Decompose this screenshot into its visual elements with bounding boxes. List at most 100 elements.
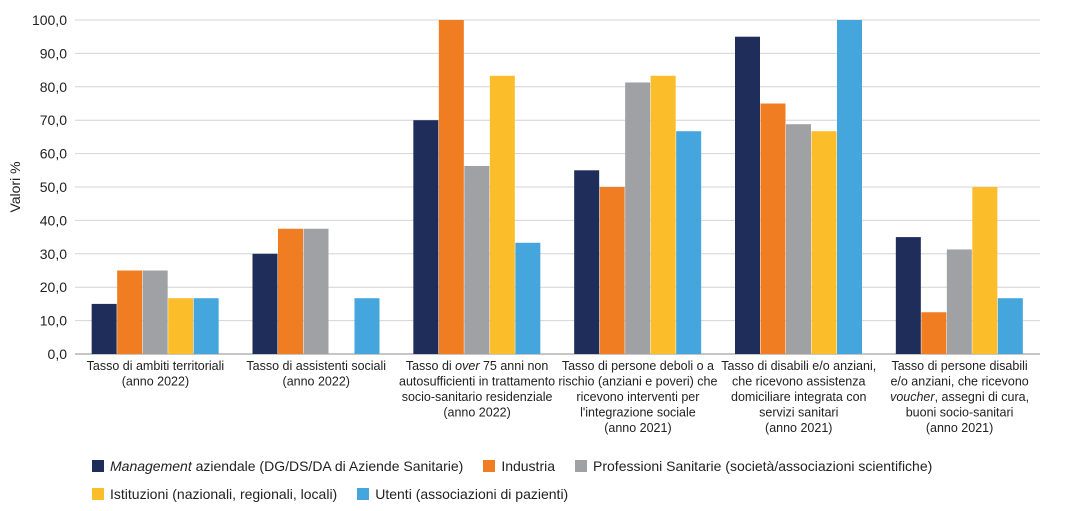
- legend-row-2: Istituzioni (nazionali, regionali, local…: [92, 483, 1052, 505]
- x-tick-label-part: l'integrazione sociale: [580, 406, 696, 420]
- bar: [193, 298, 219, 354]
- y-tick-label: 80,0: [40, 79, 67, 95]
- bar: [464, 165, 490, 354]
- legend-item-utenti: Utenti (associazioni di pazienti): [357, 486, 568, 502]
- y-tick-label: 70,0: [40, 112, 67, 128]
- legend-label-rest: aziendale (DG/DS/DA di Aziende Sanitarie…: [191, 458, 464, 474]
- x-tick-label: rischio (anziani e poveri) che: [558, 375, 717, 389]
- x-tick-label: Tasso di disabili e/o anziani,: [721, 359, 876, 373]
- bar: [142, 270, 168, 354]
- x-tick-label-part: Tasso di: [406, 359, 455, 373]
- legend-label-management: Management aziendale (DG/DS/DA di Aziend…: [110, 458, 463, 474]
- x-tick-label: domiciliare integrata con: [731, 390, 867, 404]
- x-tick-label-part: Tasso di disabili e/o anziani,: [721, 359, 876, 373]
- bar: [837, 20, 862, 354]
- x-tick-label-part: (anno 2022): [283, 375, 350, 389]
- x-tick-label: (anno 2022): [283, 375, 350, 389]
- x-tick-label: Tasso di ambiti territoriali: [87, 359, 225, 373]
- legend-swatch: [357, 488, 370, 500]
- bar: [786, 124, 811, 354]
- x-tick-label: (anno 2021): [765, 421, 832, 435]
- bar: [515, 242, 541, 354]
- legend-swatch: [575, 460, 588, 472]
- bar: [946, 249, 972, 354]
- x-tick-label-part: (anno 2021): [926, 421, 993, 435]
- bar: [413, 120, 439, 354]
- x-tick-label: che ricevono assistenza: [732, 375, 865, 389]
- x-tick-label: l'integrazione sociale: [580, 406, 696, 420]
- y-tick-label: 90,0: [40, 45, 67, 61]
- bar: [921, 312, 947, 354]
- x-tick-label-part: (anno 2022): [122, 375, 189, 389]
- x-tick-label: Tasso di persone disabili: [891, 359, 1027, 373]
- legend-swatch: [92, 460, 104, 472]
- x-tick-label-part: domiciliare integrata con: [731, 390, 867, 404]
- x-tick-label-part: ricevono interventi per: [576, 390, 699, 404]
- y-tick-label: 40,0: [40, 212, 67, 228]
- x-tick-label: servizi sanitari: [759, 406, 838, 420]
- y-tick-label: 10,0: [40, 313, 67, 329]
- x-tick-label-part: Tasso di persone deboli o a: [562, 359, 714, 373]
- x-tick-label-part: over: [455, 359, 480, 373]
- x-tick-label: autosufficienti in trattamento: [399, 375, 555, 389]
- legend-row-1: Management aziendale (DG/DS/DA di Aziend…: [92, 455, 1052, 477]
- bar-chart: 0,0 10,0 20,0 30,0 40,0 50,0 60,0 70,0 80,0 90,0 1…: [7, 12, 1040, 435]
- x-tick-label-part: e/o anziani, che ricevono: [890, 375, 1028, 389]
- bar: [278, 228, 303, 354]
- x-tick-label: voucher, assegni di cura,: [890, 390, 1029, 404]
- y-tick-label: 30,0: [40, 246, 67, 262]
- bar: [303, 228, 329, 354]
- bar: [972, 187, 998, 354]
- x-tick-label: Tasso di persone deboli o a: [562, 359, 714, 373]
- bar: [625, 82, 651, 354]
- y-tick-label: 20,0: [40, 279, 67, 295]
- x-tick-label-part: (anno 2021): [604, 421, 671, 435]
- bar: [811, 131, 837, 354]
- bar: [438, 20, 464, 354]
- y-tick-label: 0,0: [48, 346, 68, 362]
- bar: [650, 75, 676, 354]
- bar: [735, 36, 760, 354]
- x-tick-label-part: autosufficienti in trattamento: [399, 375, 555, 389]
- bar: [676, 131, 702, 354]
- x-tick-label-part: (anno 2021): [765, 421, 832, 435]
- legend-label-professioni: Professioni Sanitarie (società/associazi…: [593, 458, 933, 474]
- bar: [574, 170, 600, 354]
- y-tick-label: 50,0: [40, 179, 67, 195]
- x-tick-label-part: rischio (anziani e poveri) che: [558, 375, 717, 389]
- bar: [599, 187, 625, 354]
- legend-item-istituzioni: Istituzioni (nazionali, regionali, local…: [92, 486, 337, 502]
- bar: [168, 298, 194, 354]
- x-tick-label: ricevono interventi per: [576, 390, 699, 404]
- x-tick-label: e/o anziani, che ricevono: [890, 375, 1028, 389]
- legend: Management aziendale (DG/DS/DA di Aziend…: [92, 455, 1052, 511]
- legend-swatch: [483, 460, 496, 472]
- legend-item-management: Management aziendale (DG/DS/DA di Aziend…: [92, 458, 463, 474]
- legend-label-utenti: Utenti (associazioni di pazienti): [375, 486, 569, 502]
- x-tick-label-part: servizi sanitari: [759, 406, 838, 420]
- legend-swatch: [92, 488, 104, 500]
- x-tick-label-part: Tasso di assistenti sociali: [246, 359, 386, 373]
- x-tick-label-part: voucher: [890, 390, 935, 404]
- bar: [895, 237, 921, 354]
- x-tick-label-part: Tasso di ambiti territoriali: [87, 359, 225, 373]
- legend-item-industria: Industria: [483, 458, 555, 474]
- bar: [117, 270, 143, 354]
- x-tick-label: buoni socio-sanitari: [906, 406, 1014, 420]
- bar: [997, 298, 1023, 354]
- x-tick-label: Tasso di assistenti sociali: [246, 359, 386, 373]
- y-axis-title: Valori %: [7, 161, 23, 212]
- legend-label-italic: Management: [110, 458, 192, 474]
- x-tick-label: (anno 2021): [926, 421, 993, 435]
- legend-label-istituzioni: Istituzioni (nazionali, regionali, local…: [110, 486, 338, 502]
- x-tick-label-part: (anno 2022): [443, 406, 510, 420]
- legend-label-industria: Industria: [501, 458, 556, 474]
- bar: [252, 253, 278, 354]
- bar: [760, 103, 786, 354]
- x-tick-label-part: , assegni di cura,: [935, 390, 1030, 404]
- x-tick-label: Tasso di over 75 anni non: [406, 359, 549, 373]
- x-tick-label: (anno 2022): [122, 375, 189, 389]
- x-tick-label-part: socio-sanitario residenziale: [402, 390, 553, 404]
- x-tick-label-part: buoni socio-sanitari: [906, 406, 1014, 420]
- x-tick-label-part: 75 anni non: [480, 359, 549, 373]
